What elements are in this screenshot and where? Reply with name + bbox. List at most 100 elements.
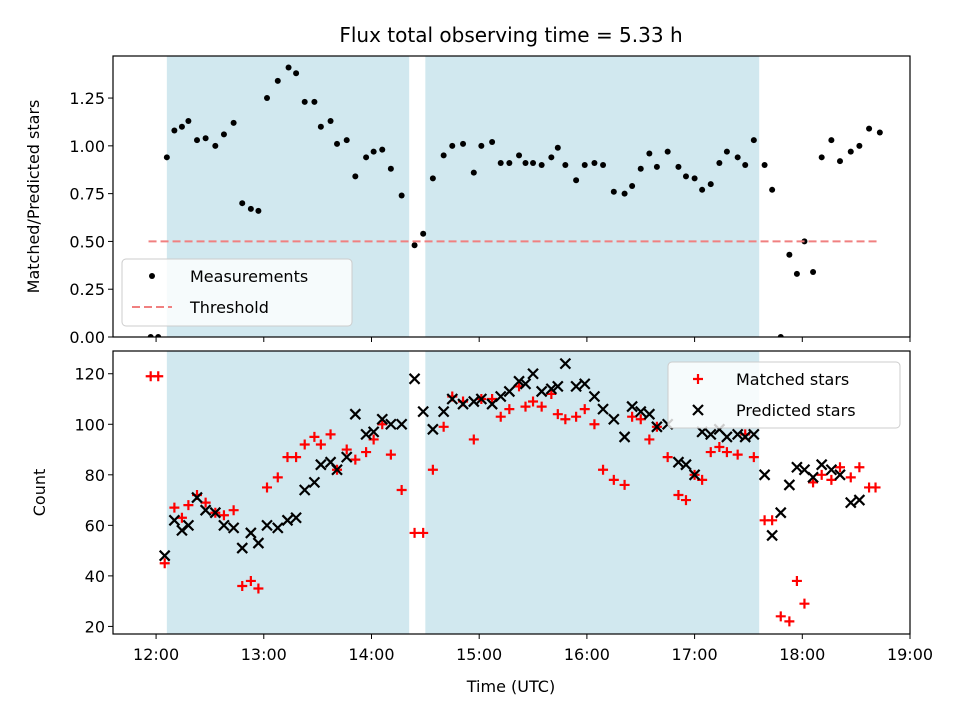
- x-tick-label: 16:00: [564, 645, 610, 664]
- measurement-point: [750, 137, 757, 144]
- predicted-stars-point: [457, 398, 469, 410]
- matched-stars-point: [169, 502, 180, 513]
- predicted-stars-point: [853, 494, 866, 506]
- predicted-stars-point: [446, 393, 459, 405]
- matched-stars-point: [552, 409, 563, 420]
- measurement-point: [562, 161, 569, 168]
- predicted-stars-point: [408, 373, 421, 385]
- predicted-stars-point: [791, 461, 803, 474]
- matched-stars-point: [598, 464, 609, 475]
- x-tick-label: 18:00: [779, 645, 825, 664]
- predicted-stars-point: [570, 380, 582, 393]
- measurement-point: [317, 123, 324, 130]
- predicted-stars-point: [191, 491, 203, 504]
- predicted-stars-point: [298, 484, 311, 496]
- x-tick-label: 14:00: [348, 645, 394, 664]
- legend-marker-swatch: [693, 374, 703, 384]
- measurement-point: [793, 270, 800, 277]
- y-tick-label: 120: [74, 365, 105, 384]
- measurement-point: [178, 123, 185, 130]
- predicted-stars-point: [395, 418, 408, 431]
- y-tick-label: 80: [85, 466, 105, 485]
- predicted-stars-point: [559, 357, 572, 370]
- matched-stars-point: [520, 401, 531, 412]
- count-panel: 20 40 60 80 100 120 12:00 13:00 14:00 15:00 16:00 1…: [30, 350, 933, 664]
- matched-stars-point: [487, 394, 498, 405]
- matched-stars-point: [291, 452, 302, 463]
- predicted-stars-point: [643, 408, 656, 420]
- matched-stars-point: [262, 482, 273, 493]
- predicted-stars-point: [807, 471, 819, 484]
- predicted-stars-point: [588, 390, 601, 403]
- predicted-stars-point: [236, 542, 249, 554]
- predicted-stars-point: [672, 456, 685, 468]
- measurement-point: [370, 148, 377, 155]
- predicted-stars-point: [704, 428, 717, 441]
- x-tick-label: 15:00: [456, 645, 502, 664]
- predicted-stars-point: [634, 405, 647, 418]
- measurement-point: [734, 154, 741, 161]
- matched-stars-point: [714, 442, 725, 453]
- matched-stars-point: [350, 454, 361, 465]
- y-tick-label: 40: [85, 567, 105, 586]
- legend-label: Measurements: [190, 267, 308, 286]
- legend-marker-swatch: [149, 273, 155, 279]
- predicted-stars-point: [252, 537, 265, 549]
- measurement-point: [478, 142, 485, 149]
- measurement-point: [629, 182, 636, 189]
- y-tick-label: 1.00: [69, 137, 105, 156]
- measurement-point: [230, 119, 237, 126]
- chart-title: Flux total observing time = 5.33 h: [339, 23, 682, 47]
- matched-stars-point: [237, 580, 248, 591]
- measurement-point: [147, 334, 154, 337]
- matched-stars-point: [791, 575, 802, 586]
- y-tick-label: 0.00: [69, 328, 105, 347]
- predicted-stars-point: [618, 431, 631, 443]
- measurement-point: [591, 160, 598, 167]
- predicted-stars-point: [748, 428, 760, 441]
- measurement-point: [327, 117, 334, 124]
- matched-stars-point: [228, 505, 239, 516]
- plot-area: [145, 357, 881, 627]
- matched-stars-point: [218, 510, 229, 521]
- predicted-stars-point: [475, 393, 488, 405]
- matched-stars-point: [845, 472, 856, 483]
- measurement-point: [777, 334, 784, 337]
- matched-stars-point: [377, 419, 388, 430]
- matched-stars-point: [159, 558, 170, 569]
- predicted-stars-point: [815, 458, 828, 471]
- matched-stars-point: [385, 449, 396, 460]
- measurement-point: [171, 127, 178, 134]
- predicted-stars-point: [340, 451, 353, 463]
- matched-stars-point: [325, 429, 336, 440]
- legend-box: [667, 361, 901, 429]
- predicted-stars-point: [766, 529, 778, 542]
- x-axis-label: Time (UTC): [466, 677, 555, 696]
- predicted-stars-point: [651, 421, 663, 433]
- measurement-point: [828, 137, 835, 144]
- matched-stars-point: [200, 497, 211, 508]
- predicted-stars-point: [349, 408, 362, 420]
- y-tick-label: 0.25: [69, 280, 105, 299]
- predicted-stars-point: [519, 378, 532, 390]
- measurement-point: [856, 142, 863, 149]
- matched-stars-point: [341, 444, 352, 455]
- matched-stars-point: [808, 477, 819, 488]
- matched-stars-point: [732, 449, 743, 460]
- x-tick-label: 19:00: [887, 645, 933, 664]
- measurement-point: [810, 269, 817, 276]
- measurement-point: [264, 95, 271, 102]
- predicted-stars-point: [503, 385, 516, 398]
- measurement-point: [866, 125, 873, 132]
- matched-stars-point: [528, 396, 539, 407]
- x-tick-label: 12:00: [133, 645, 179, 664]
- y-tick-label: 0.50: [69, 232, 105, 251]
- predicted-stars-point: [626, 400, 638, 413]
- measurement-point: [220, 131, 227, 138]
- matched-stars-point: [427, 464, 438, 475]
- measurement-point: [363, 154, 370, 161]
- measurement-point: [530, 160, 537, 167]
- matched-stars-point: [579, 404, 590, 415]
- matched-stars-point: [176, 512, 187, 523]
- predicted-stars-point: [272, 522, 284, 534]
